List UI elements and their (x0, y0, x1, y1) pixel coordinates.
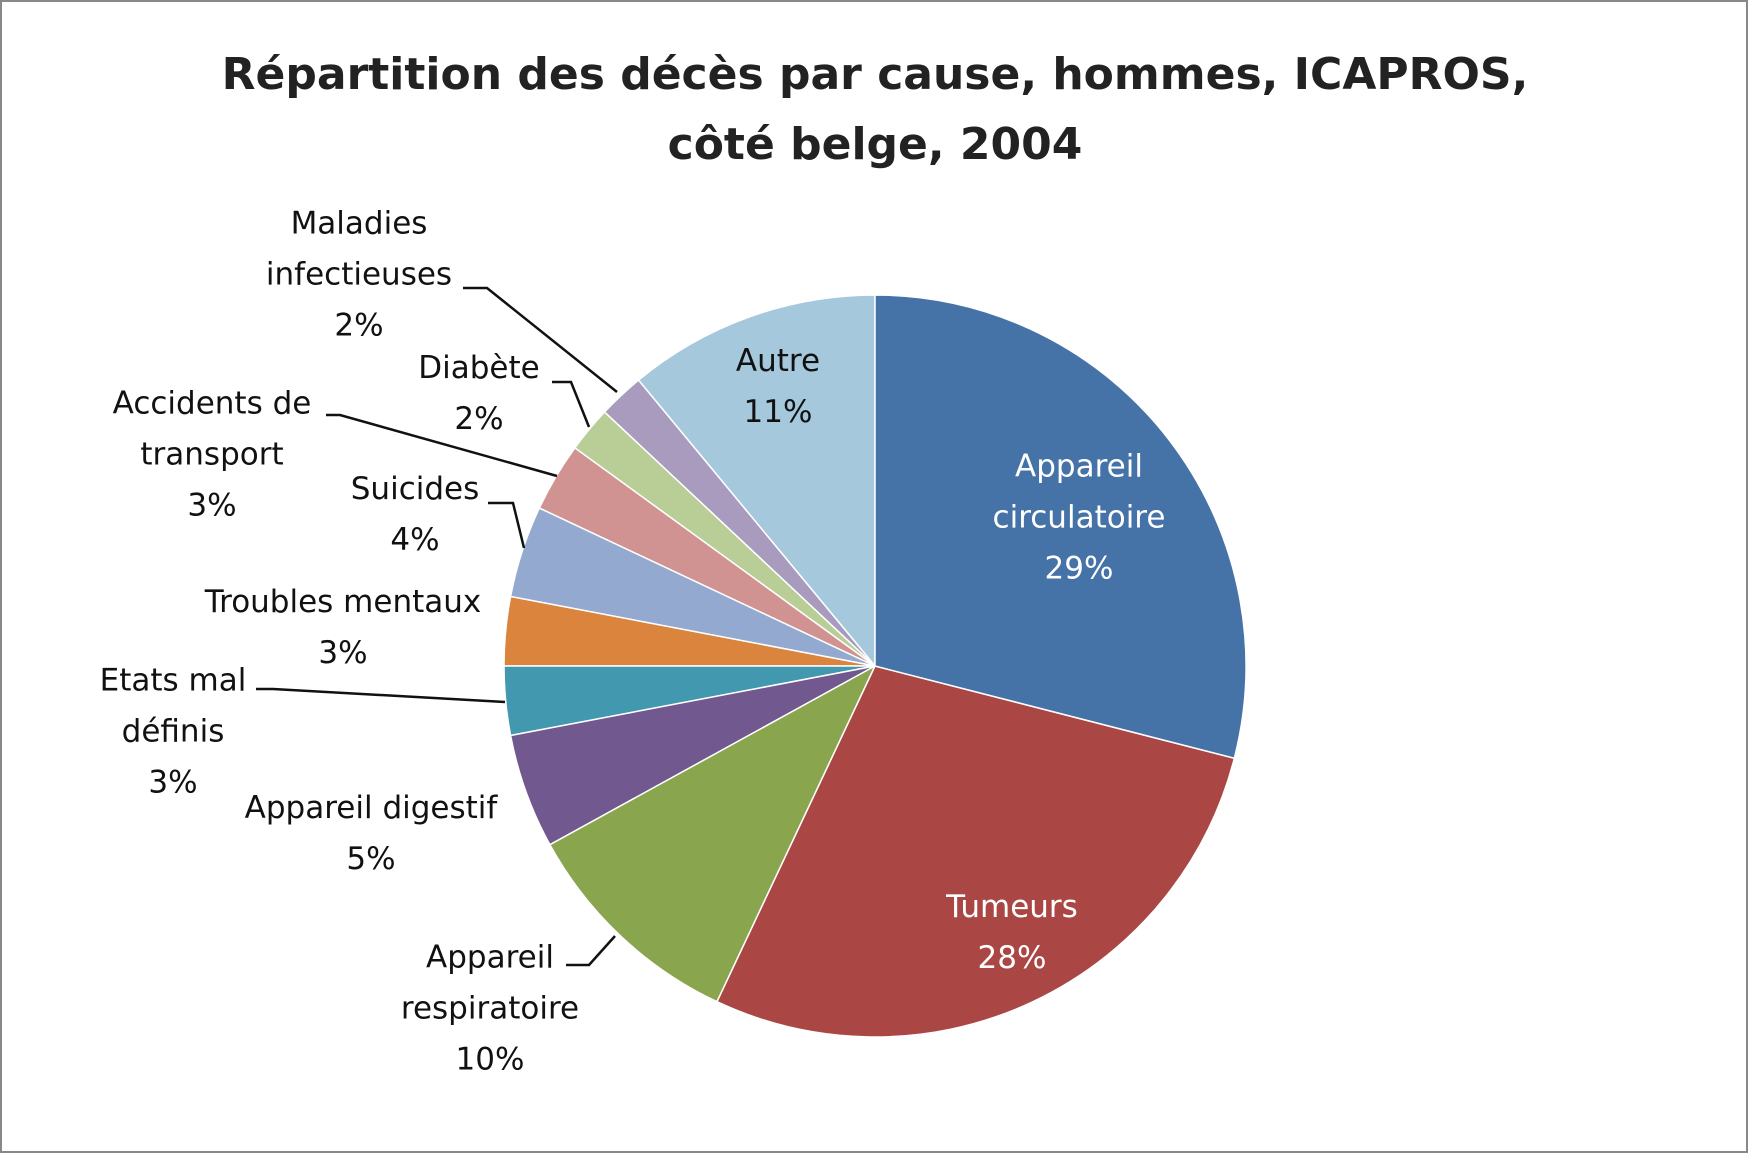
value-label: 5% (346, 841, 396, 877)
category-label: Troubles mentaux (204, 584, 482, 620)
value-label: 28% (977, 940, 1047, 976)
leader-line (552, 380, 591, 428)
pie-slice (548, 664, 877, 1003)
category-label: Suicides (350, 471, 480, 507)
leader-line (463, 286, 618, 393)
slice-label: Suicides 4% (315, 464, 515, 566)
value-label: 10% (455, 1041, 525, 1078)
value-label: 11% (743, 394, 813, 430)
slice-label: Appareil respiratoire 10% (380, 933, 600, 1086)
category-label: Appareil circulatoire (992, 448, 1166, 536)
leader-line (566, 935, 616, 967)
leader-line (256, 687, 506, 704)
category-label: Autre (735, 343, 821, 379)
leader-line (326, 413, 558, 478)
slice-label: Troubles mentaux 3% (178, 577, 508, 679)
value-label: 2% (454, 401, 504, 437)
slice-label: Appareil circulatoire 29% (969, 442, 1189, 595)
value-label: 3% (187, 487, 237, 524)
category-label: Diabète (418, 350, 540, 386)
slice-label: Diabète 2% (399, 343, 559, 445)
pie-slice (637, 294, 876, 669)
value-label: 3% (148, 764, 198, 801)
category-label: Maladies infectieuses (265, 205, 453, 293)
category-label: Etats mal définis (99, 662, 247, 750)
value-label: 4% (390, 522, 440, 558)
slice-label: Appareil digestif 5% (211, 783, 531, 885)
slice-label: Etats mal définis 3% (88, 656, 258, 809)
value-label: 2% (334, 307, 384, 344)
chart-title: Répartition des décès par cause, hommes,… (221, 49, 1529, 170)
category-label: Accidents de transport (112, 385, 312, 473)
slice-label: Tumeurs 28% (912, 882, 1112, 984)
category-label: Tumeurs (946, 889, 1078, 925)
leader-line (488, 501, 526, 549)
category-label: Appareil digestif (244, 790, 498, 826)
pie-slice (716, 665, 1236, 1038)
pie-slice (874, 294, 1247, 760)
category-label: Appareil respiratoire (400, 939, 580, 1027)
value-label: 29% (1044, 550, 1114, 587)
slice-label: Autre 11% (698, 336, 858, 438)
slice-label: Maladies infectieuses 2% (249, 199, 469, 352)
value-label: 3% (318, 635, 368, 671)
leader-lines (256, 286, 618, 967)
slice-label: Accidents de transport 3% (97, 379, 327, 532)
